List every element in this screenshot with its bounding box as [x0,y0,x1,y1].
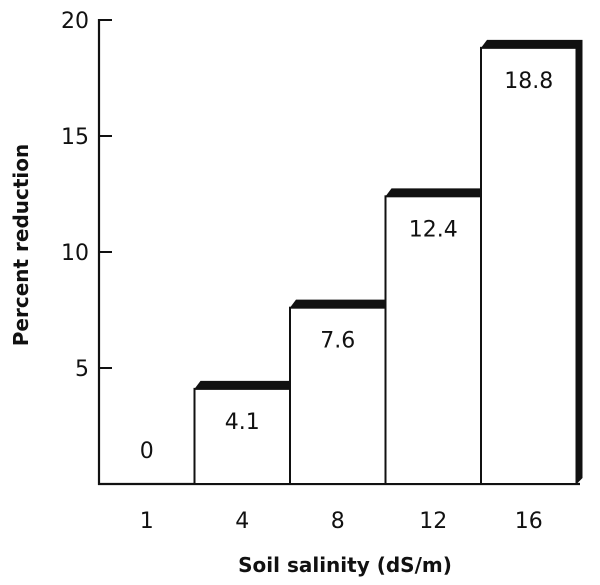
bar [480,46,578,486]
bar-data-label: 4.1 [225,410,260,435]
axes: 5 10 15 20 [61,9,580,486]
x-tick-label: 4 [235,509,249,534]
bar [193,387,291,486]
x-tick-label: 8 [331,509,345,534]
labels: 0 1 4.1 4 7.6 8 12.4 12 18.8 16 [140,69,553,534]
bar-data-label: 12.4 [409,217,458,242]
y-axis-title: Percent reduction [9,144,33,347]
bars [193,39,583,486]
y-tick-label: 10 [61,241,89,266]
x-tick-label: 12 [419,509,447,534]
bar-data-label: 18.8 [504,69,553,94]
x-tick-label: 1 [140,509,154,534]
y-tick-label: 15 [61,125,89,150]
bar-data-label: 7.6 [320,329,355,354]
y-tick-label: 5 [75,357,89,382]
x-axis-title: Soil salinity (dS/m) [238,553,452,577]
y-tick-label: 20 [61,9,89,34]
x-tick-label: 16 [515,509,543,534]
bar-data-label: 0 [140,439,154,464]
